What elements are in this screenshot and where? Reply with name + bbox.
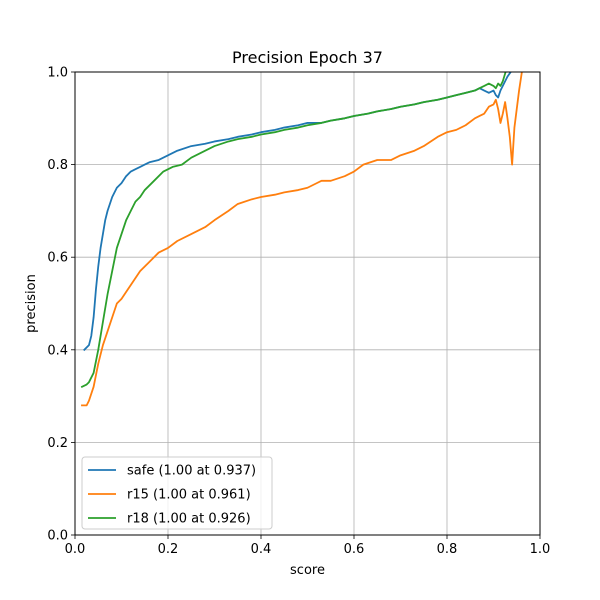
chart-title: Precision Epoch 37	[232, 48, 383, 67]
x-tick-label: 0.0	[65, 542, 86, 557]
x-tick-label: 1.0	[530, 542, 551, 557]
y-axis-label: precision	[24, 274, 39, 333]
y-tick-label: 0.2	[47, 436, 68, 451]
legend-entry-0: safe (1.00 at 0.937)	[127, 464, 256, 479]
x-axis-label: score	[290, 563, 325, 578]
axis-ticks: 0.0 0.2 0.4 0.6 0.8 1.0 0.0 0.2 0.4 0.6 0.8 1.0	[47, 66, 550, 558]
series-line-2	[80, 72, 507, 389]
series-lines	[80, 72, 523, 407]
grid	[74, 71, 541, 536]
legend: safe (1.00 at 0.937) r15 (1.00 at 0.961) r…	[81, 456, 273, 530]
legend-entry-2: r18 (1.00 at 0.926)	[127, 512, 251, 527]
y-tick-label: 1.0	[47, 66, 68, 81]
y-tick-label: 0.4	[47, 343, 68, 358]
x-tick-label: 0.2	[158, 542, 179, 557]
plot-frame	[74, 71, 541, 536]
series-line-1	[81, 72, 523, 407]
x-tick-label: 0.4	[251, 542, 272, 557]
x-tick-label: 0.8	[437, 542, 458, 557]
y-tick-label: 0.6	[47, 251, 68, 266]
y-tick-label: 0.8	[47, 158, 68, 173]
legend-box	[81, 456, 273, 530]
y-tick-label: 0.0	[47, 529, 68, 544]
legend-entry-1: r15 (1.00 at 0.961)	[127, 488, 251, 503]
x-tick-label: 0.6	[344, 542, 365, 557]
